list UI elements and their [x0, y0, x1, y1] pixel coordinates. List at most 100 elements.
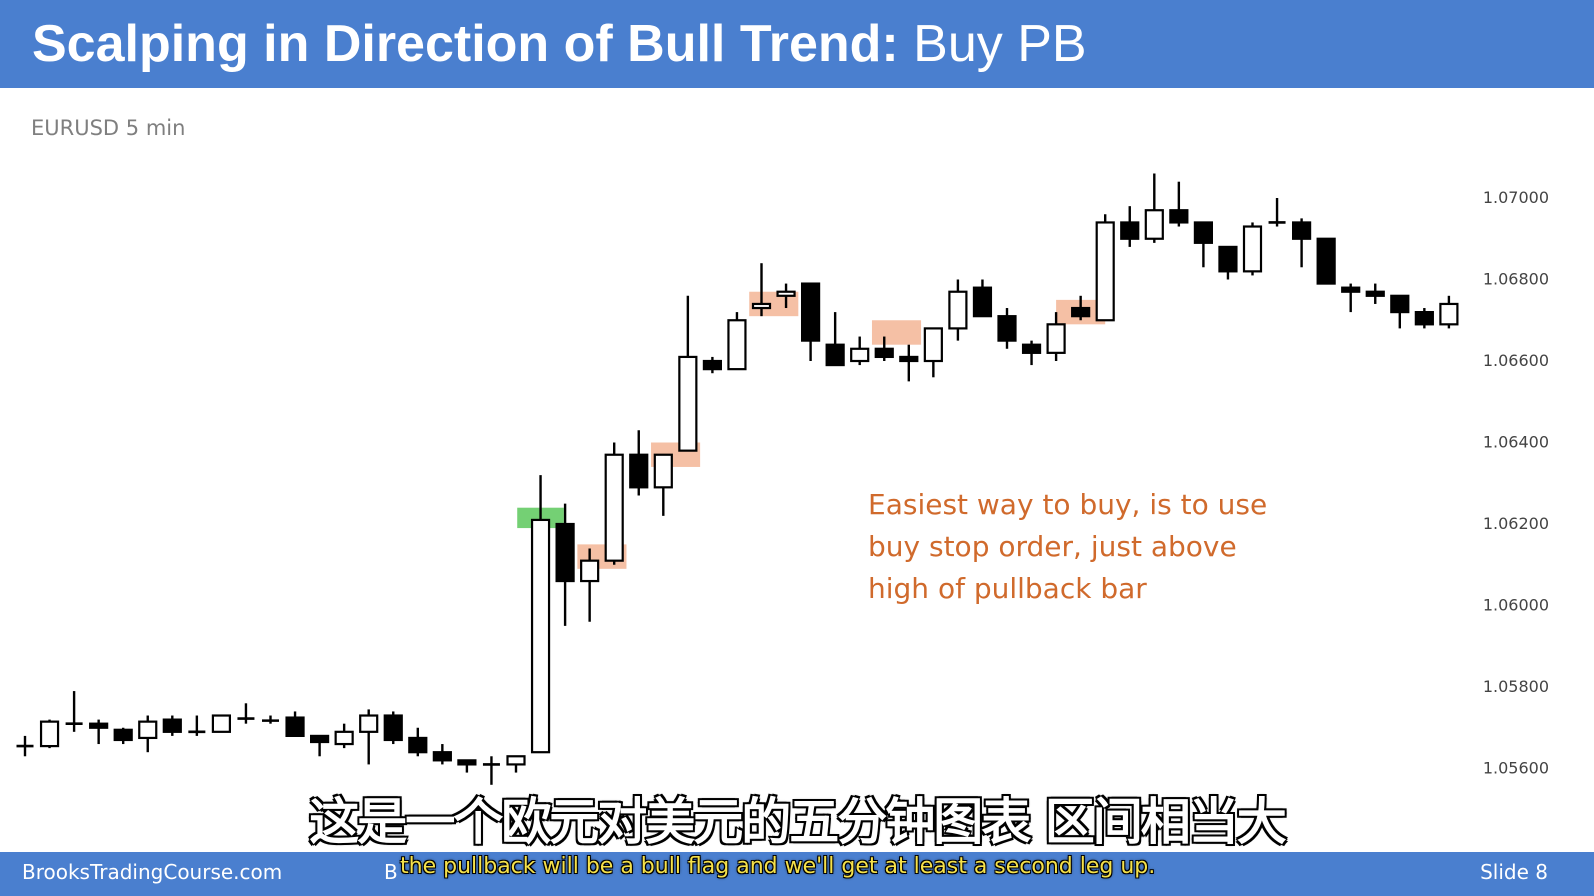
bear-body	[972, 286, 993, 318]
footer-fragment: B	[384, 860, 398, 884]
candle	[899, 344, 919, 382]
candle	[383, 711, 403, 745]
candle	[1439, 295, 1459, 329]
candle	[997, 308, 1017, 349]
bull-body	[211, 714, 231, 733]
y-tick-label: 1.06600	[1483, 351, 1549, 370]
candle	[1095, 214, 1115, 322]
annotation-line: Easiest way to buy, is to use	[868, 488, 1268, 521]
candle	[408, 727, 428, 757]
bear-body	[899, 355, 919, 363]
candle	[1071, 295, 1091, 321]
bull-body	[580, 559, 600, 583]
bull-body	[39, 720, 60, 748]
candle	[1341, 283, 1361, 313]
y-tick-label: 1.06200	[1483, 514, 1549, 533]
candle	[39, 719, 60, 749]
chart-subtitle: EURUSD 5 min	[31, 116, 186, 140]
candle	[1316, 237, 1336, 285]
candle	[702, 356, 723, 374]
bear-body	[825, 343, 845, 367]
subtitle-chinese: 这是一个欧元对美元的五分钟图表 区间相当大	[308, 792, 1287, 852]
bear-body	[162, 718, 182, 733]
bear-body	[1120, 221, 1140, 240]
bull-body	[727, 319, 747, 371]
y-axis: 1.07000 1.06800 1.06600 1.06400 1.06200 1.060…	[1483, 188, 1549, 778]
footer-site-link[interactable]: BrooksTradingCourse.com	[22, 860, 283, 884]
candle-layer	[16, 173, 1459, 785]
bear-body	[1390, 294, 1410, 314]
annotation-text: Easiest way to buy, is to use buy stop o…	[868, 484, 1288, 610]
bull-body	[1439, 302, 1459, 326]
bear-body	[1291, 221, 1312, 240]
candle	[334, 723, 354, 749]
bull-body	[1095, 221, 1115, 322]
candle	[482, 756, 500, 785]
candle	[1365, 283, 1385, 304]
y-tick-label: 1.07000	[1483, 188, 1549, 207]
bear-body	[432, 751, 452, 762]
bear-body	[1341, 286, 1361, 293]
candle	[1021, 340, 1042, 366]
annotation-line: high of pullback bar	[868, 572, 1147, 605]
bear-body	[408, 736, 428, 754]
pullback-highlight	[871, 320, 922, 345]
candle	[1390, 294, 1410, 329]
candle	[629, 430, 649, 496]
slide-title: Scalping in Direction of Bull Trend: Buy…	[32, 14, 1087, 74]
candle	[1268, 198, 1286, 227]
candle	[138, 715, 158, 753]
bear-body	[1218, 245, 1238, 273]
bull-body	[334, 730, 354, 746]
candle	[1144, 173, 1164, 243]
bear-body	[1169, 209, 1189, 224]
candle	[188, 715, 206, 736]
bull-body	[506, 755, 526, 766]
annotation-line: buy stop order, just above	[868, 530, 1237, 563]
candle	[285, 711, 305, 737]
candle	[506, 755, 526, 773]
candle	[850, 336, 870, 366]
candle	[16, 735, 34, 757]
candle	[1169, 181, 1189, 227]
footer-bar: BrooksTradingCourse.com B Slide 8	[0, 852, 1594, 896]
bull-body	[776, 290, 796, 297]
bear-body	[629, 453, 649, 489]
candle	[972, 279, 993, 318]
bear-body	[800, 282, 821, 342]
bear-body	[1071, 306, 1091, 318]
subtitle-english: the pullback will be a bull flag and we'…	[400, 854, 1156, 879]
bull-body	[850, 347, 870, 363]
candle	[580, 548, 600, 622]
slide-title-bold: Scalping in Direction of Bull Trend:	[32, 15, 899, 73]
bull-body	[751, 302, 772, 310]
candle	[1046, 312, 1066, 361]
candle	[678, 295, 698, 452]
bear-body	[285, 716, 305, 737]
bear-body	[310, 734, 330, 744]
bull-body	[1242, 225, 1263, 273]
bear-body	[1021, 343, 1042, 354]
candle	[800, 282, 821, 361]
candle	[457, 759, 477, 773]
candle	[604, 442, 624, 565]
bear-body	[1316, 237, 1336, 285]
y-tick-label: 1.06000	[1483, 596, 1549, 615]
candle	[727, 312, 747, 371]
bull-body	[359, 714, 379, 733]
bull-body	[1046, 323, 1066, 354]
bear-body	[1365, 290, 1385, 297]
candle	[432, 744, 452, 765]
candle	[310, 734, 330, 757]
candle	[211, 714, 231, 733]
candle	[89, 719, 109, 745]
bull-body	[653, 453, 673, 489]
y-tick-label: 1.05600	[1483, 759, 1549, 778]
y-tick-label: 1.05800	[1483, 677, 1549, 696]
candle	[776, 283, 796, 309]
candle	[948, 279, 968, 341]
y-tick-label: 1.06800	[1483, 270, 1549, 289]
candle	[1242, 222, 1263, 276]
bear-body	[383, 714, 403, 742]
slide-number: Slide 8	[1480, 860, 1548, 884]
